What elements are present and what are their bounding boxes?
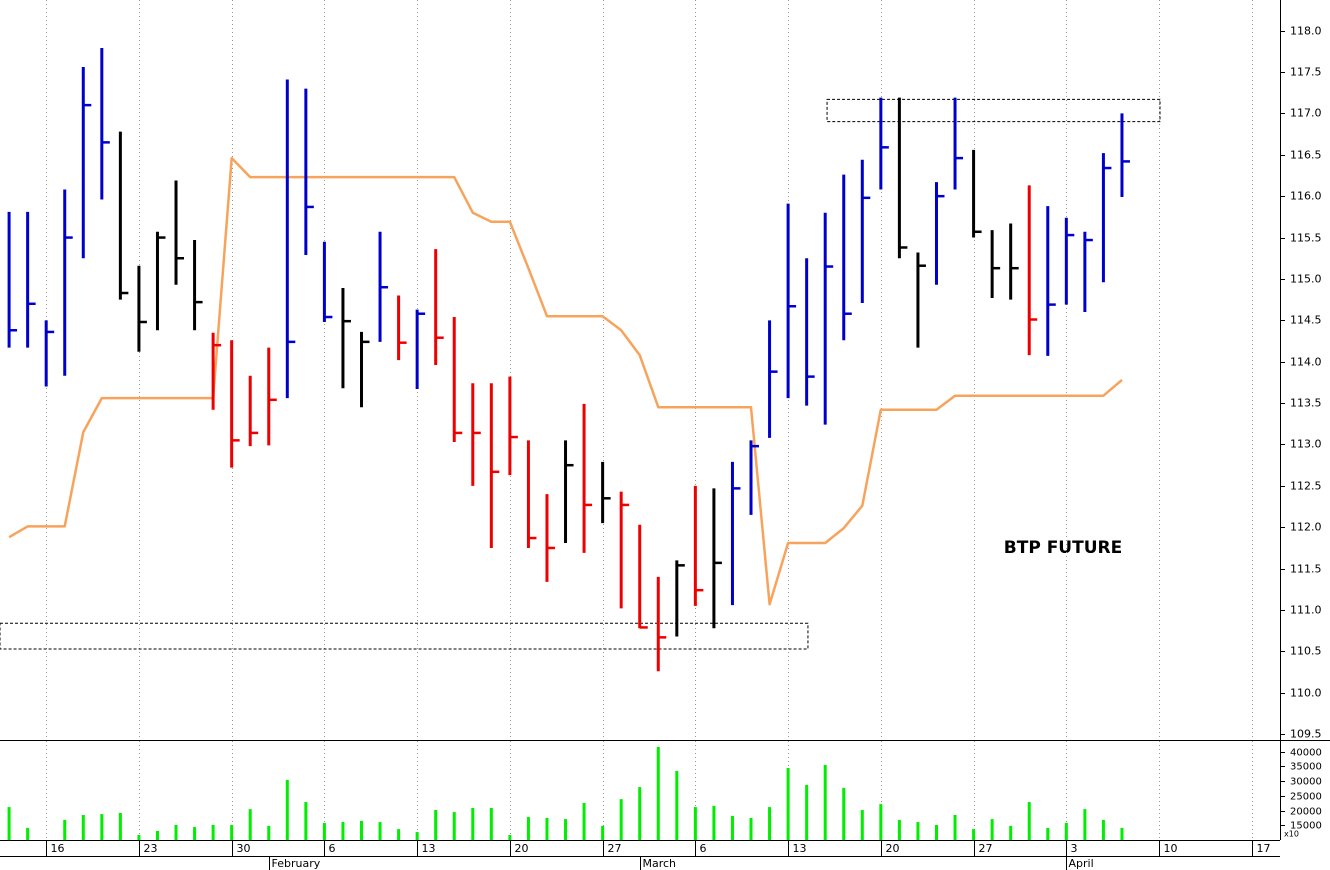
x-tick-label: 20: [515, 842, 529, 855]
y-tick-label: 112.5: [1290, 480, 1322, 493]
y-tick-label: 25000: [1290, 792, 1322, 803]
indicator-line: [8, 156, 1123, 606]
zone-box: [0, 622, 809, 650]
y-tick-label: 116.0: [1290, 190, 1322, 203]
x-tick-label: 27: [608, 842, 622, 855]
y-tick-label: 117.5: [1290, 66, 1322, 79]
y-tick-label: 20000: [1290, 807, 1322, 818]
y-tick-label: 109.5: [1290, 728, 1322, 741]
month-label: February: [272, 857, 321, 870]
y-tick-label: 114.5: [1290, 314, 1322, 327]
chart-title: BTP FUTURE: [1004, 538, 1122, 558]
x-tick-label: 3: [1071, 842, 1078, 855]
x-tick-label: 23: [144, 842, 158, 855]
y-tick-label: 35000: [1290, 762, 1322, 773]
x-tick-label: 6: [700, 842, 707, 855]
x-tick-label: 27: [979, 842, 993, 855]
month-label: April: [1069, 857, 1094, 870]
y-tick-label: 110.5: [1290, 645, 1322, 658]
x-tick-label: 17: [1257, 842, 1271, 855]
month-label: March: [643, 857, 677, 870]
y-tick-label: 30000: [1290, 777, 1322, 788]
y-tick-label: 118.0: [1290, 25, 1322, 38]
y-tick-label: 40000: [1290, 748, 1322, 759]
y-tick-label: 115.0: [1290, 273, 1322, 286]
y-tick-label: 117.0: [1290, 107, 1322, 120]
x-tick-label: 13: [422, 842, 436, 855]
volume-unit-label: x10: [1284, 830, 1299, 839]
x-tick-label: 16: [51, 842, 65, 855]
y-tick-label: 111.0: [1290, 604, 1322, 617]
y-tick-label: 111.5: [1290, 563, 1322, 576]
x-tick-label: 13: [793, 842, 807, 855]
y-tick-label: 110.0: [1290, 687, 1322, 700]
y-tick-label: 113.0: [1290, 438, 1322, 451]
y-tick-label: 15000: [1290, 821, 1322, 832]
y-tick-label: 116.5: [1290, 149, 1322, 162]
zone-box: [826, 98, 1161, 123]
x-tick-label: 10: [1164, 842, 1178, 855]
x-tick-label: 6: [329, 842, 336, 855]
y-tick-label: 112.0: [1290, 521, 1322, 534]
y-tick-label: 115.5: [1290, 232, 1322, 245]
x-tick-label: 20: [886, 842, 900, 855]
y-tick-label: 113.5: [1290, 397, 1322, 410]
x-tick-label: 30: [237, 842, 251, 855]
y-tick-label: 114.0: [1290, 356, 1322, 369]
